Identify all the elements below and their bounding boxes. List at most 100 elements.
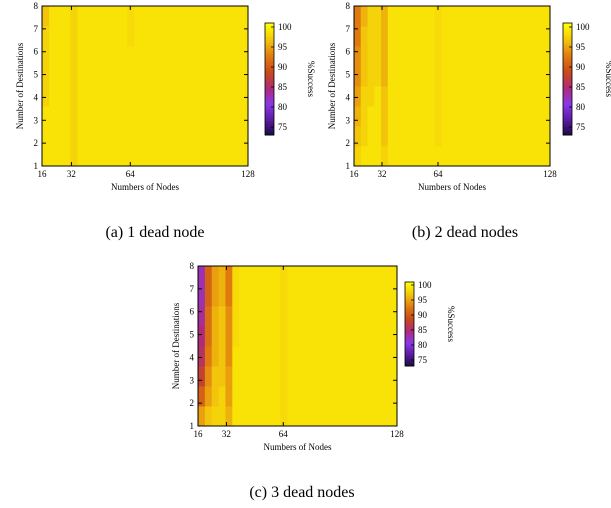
heatmap-cell [148, 26, 157, 47]
panel-caption: (c) 3 dead nodes [249, 484, 354, 501]
colorbar-segment [405, 342, 414, 346]
colorbar-tick-label: 90 [278, 62, 288, 72]
heatmap-cell [232, 266, 240, 287]
heatmap-cell [307, 406, 316, 427]
heatmap-cell [489, 126, 497, 147]
colorbar-segment [265, 76, 274, 80]
heatmap-cell [321, 386, 329, 407]
heatmap-cell [280, 306, 288, 327]
colorbar-segment [405, 326, 414, 329]
heatmap-cell [49, 146, 57, 167]
x-axis-label: Numbers of Nodes [111, 182, 179, 192]
colorbar-tick-label: 90 [418, 310, 428, 320]
heatmap-cell [105, 66, 114, 87]
heatmap-cell [475, 126, 483, 147]
heatmap-cell [502, 46, 510, 67]
heatmap-cell [42, 126, 50, 147]
y-tick-label: 6 [34, 47, 39, 57]
colorbar-segment [405, 288, 414, 291]
heatmap-cell [522, 126, 531, 147]
heatmap-cell [70, 126, 78, 147]
heatmap-cell [328, 286, 336, 307]
heatmap-cell [127, 66, 135, 87]
colorbar-segment [405, 319, 414, 323]
heatmap-cell [226, 46, 235, 67]
heatmap-cell [482, 26, 490, 47]
heatmap-cell [205, 146, 213, 167]
heatmap-cell [162, 106, 171, 127]
y-tick-label: 1 [190, 421, 195, 431]
heatmap-cell [198, 66, 206, 87]
heatmap-cell [84, 86, 93, 107]
heatmap-cell [376, 406, 384, 427]
colorbar-label: %Success [604, 61, 611, 97]
heatmap-cell [176, 46, 185, 67]
x-tick-label: 64 [434, 169, 444, 179]
heatmap-cell [294, 406, 302, 427]
heatmap-cell [441, 106, 450, 127]
heatmap-cell [455, 126, 463, 147]
heatmap-cell [536, 6, 544, 27]
heatmap-cell [191, 86, 199, 107]
heatmap-cell [414, 106, 422, 127]
colorbar-segment [563, 104, 572, 108]
heatmap-cell [49, 106, 57, 127]
heatmap-cell [414, 86, 422, 107]
colorbar-segment [265, 48, 274, 52]
colorbar-segment [265, 126, 274, 130]
colorbar-tick-label: 75 [576, 122, 586, 132]
heatmap-cell [401, 146, 409, 167]
heatmap-cell [394, 146, 402, 167]
heatmap-cell [448, 146, 456, 167]
heatmap-cell [342, 406, 350, 427]
heatmap-cell [462, 26, 470, 47]
heatmap-cell [225, 346, 233, 367]
heatmap-cell [232, 346, 240, 367]
heatmap-cell [307, 346, 316, 367]
colorbar-tick-label: 75 [418, 355, 428, 365]
heatmap-cell [219, 86, 228, 107]
colorbar-segment [563, 101, 572, 105]
heatmap-cell [134, 66, 142, 87]
heatmap-cell [77, 66, 86, 87]
heatmap-cell [98, 66, 107, 87]
heatmap-cell [387, 146, 395, 167]
heatmap-cell [414, 6, 422, 27]
heatmap-cell [509, 46, 517, 67]
colorbar: 100 95 90 85 80 75 %Success [562, 22, 611, 136]
heatmap-cell [91, 106, 100, 127]
heatmap-cell [383, 266, 391, 287]
colorbar-segment [265, 123, 274, 128]
heatmap-cell [342, 346, 350, 367]
heatmap-cell [198, 366, 206, 387]
heatmap-cell [536, 126, 544, 147]
heatmap-cell [148, 46, 157, 67]
heatmap-cell [387, 66, 395, 87]
heatmap-cell [252, 266, 261, 287]
heatmap-cell [84, 126, 93, 147]
heatmap-cell [42, 26, 50, 47]
heatmap-cell [162, 126, 171, 147]
heatmap-cell [376, 306, 384, 327]
heatmap-cell [369, 386, 377, 407]
heatmap-cell [232, 406, 240, 427]
heatmap-cell [169, 66, 178, 87]
heatmap-cell [401, 66, 409, 87]
heatmap-cell [127, 26, 135, 47]
panel-caption: (b) 2 dead nodes [412, 224, 518, 241]
colorbar-segment [563, 56, 572, 60]
heatmap-cell [354, 66, 362, 87]
heatmap-cell [468, 146, 477, 167]
heatmap-cell [374, 6, 382, 27]
heatmap-cell [184, 106, 192, 127]
heatmap-cell [383, 286, 391, 307]
heatmap-cell [204, 346, 213, 367]
colorbar-segment [563, 51, 572, 55]
heatmap-cell [475, 106, 483, 127]
heatmap-cell [369, 366, 377, 387]
x-tick-label: 64 [279, 429, 289, 439]
heatmap-cell [233, 86, 242, 107]
heatmap-cell [98, 146, 107, 167]
heatmap-panel-b: 16 32 64 128 1 2 3 4 5 6 7 8 Numbers of Nodes Number … [327, 1, 611, 241]
colorbar-segment [405, 361, 414, 365]
